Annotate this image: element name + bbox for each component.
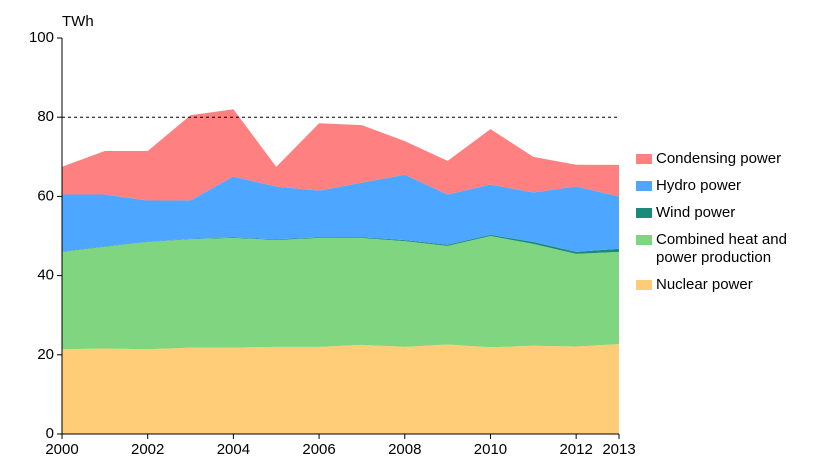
y-tick-label: 0: [46, 425, 54, 442]
x-tick-label: 2013: [602, 441, 635, 458]
legend-swatch: [636, 154, 652, 164]
y-tick-label: 100: [29, 29, 54, 46]
x-tick-label: 2002: [131, 441, 164, 458]
areas: [62, 109, 619, 434]
legend-swatch: [636, 235, 652, 245]
area: [62, 236, 619, 350]
y-axis-label: TWh: [62, 13, 94, 30]
area: [62, 109, 619, 201]
area: [62, 174, 619, 252]
x-tick-label: 2012: [559, 441, 592, 458]
y-tick-label: 40: [37, 267, 54, 284]
legend-item: Hydro power: [636, 177, 836, 195]
x-tick-label: 2004: [217, 441, 250, 458]
legend-label: Hydro power: [656, 177, 742, 194]
legend-item: Wind power: [636, 204, 836, 222]
legend-swatch: [636, 280, 652, 290]
legend-item: Nuclear power: [636, 276, 836, 294]
area: [62, 344, 619, 434]
legend-label: Wind power: [656, 204, 736, 221]
x-tick-label: 2010: [474, 441, 507, 458]
x-tick-label: 2006: [302, 441, 335, 458]
x-tick-label: 2000: [45, 441, 78, 458]
x-tick-label: 2008: [388, 441, 421, 458]
y-tick-label: 80: [37, 108, 54, 125]
legend-label: Condensing power: [656, 150, 782, 167]
legend-label: Nuclear power: [656, 276, 753, 293]
legend: Condensing power Hydro power Wind power Com…: [636, 150, 836, 303]
legend-swatch: [636, 181, 652, 191]
legend-label: Combined heat and power production: [656, 231, 787, 266]
legend-item: Combined heat and power production: [636, 231, 836, 267]
y-tick-label: 60: [37, 187, 54, 204]
y-tick-label: 20: [37, 346, 54, 363]
legend-swatch: [636, 208, 652, 218]
legend-item: Condensing power: [636, 150, 836, 168]
